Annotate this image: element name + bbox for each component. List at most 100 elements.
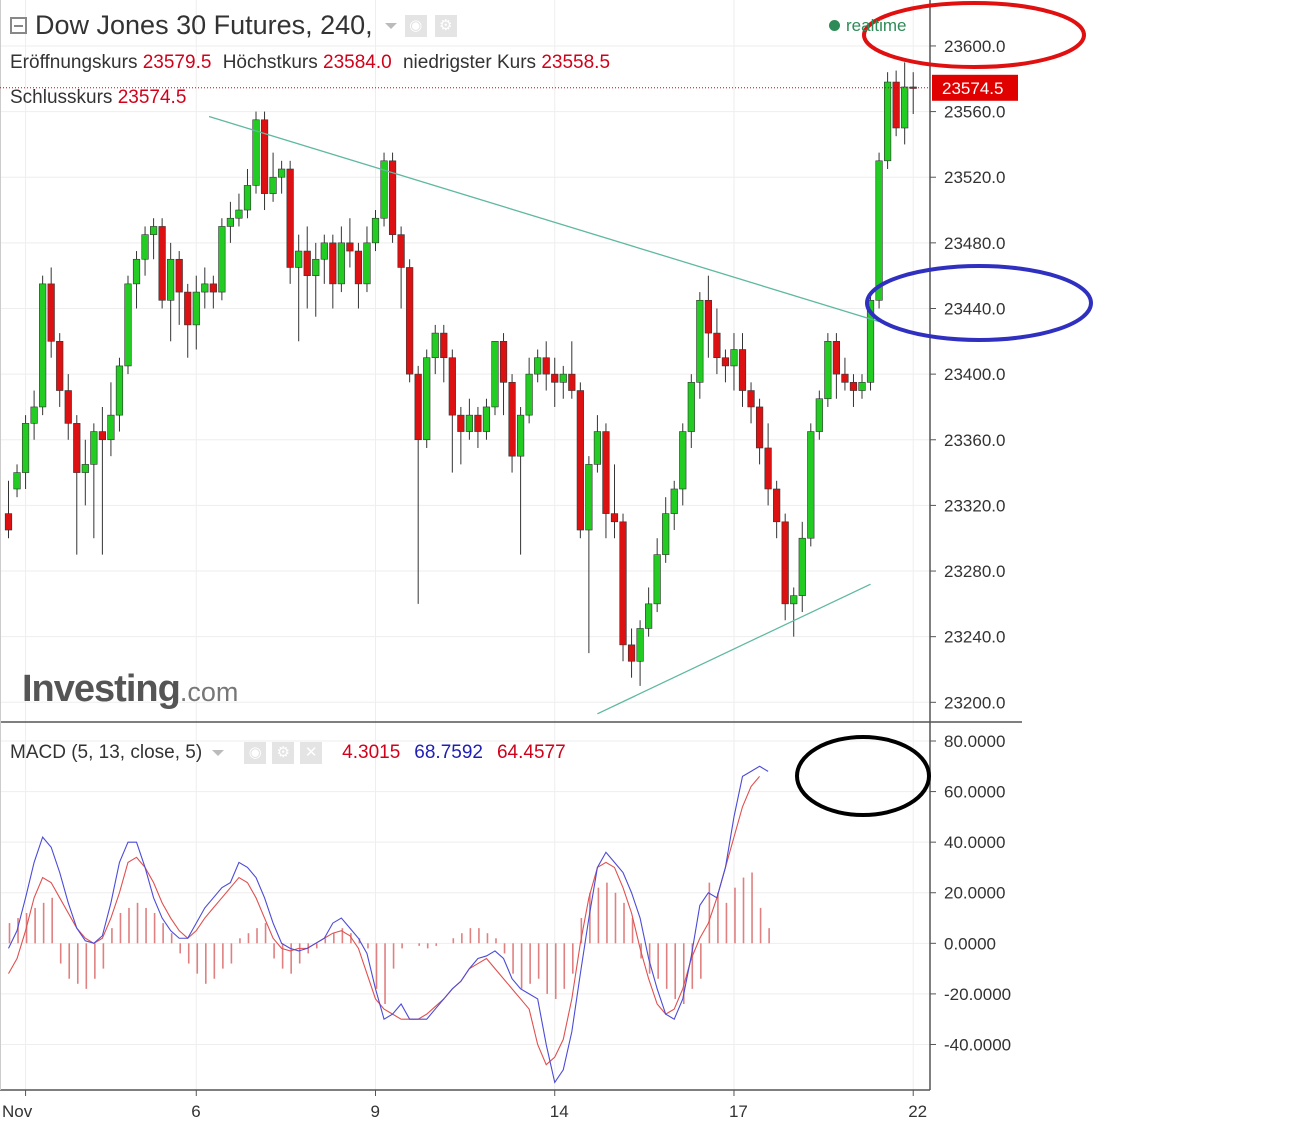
visibility-icon[interactable]: ◉ xyxy=(404,14,427,37)
candle-up xyxy=(866,299,875,383)
candle-down xyxy=(474,414,482,432)
candle-up xyxy=(516,414,525,457)
candle-down xyxy=(704,299,712,334)
macd-tick-label: 0.0000 xyxy=(944,934,996,953)
gear-icon[interactable]: ⚙ xyxy=(272,742,295,764)
trend-line xyxy=(208,115,880,323)
close-label: Schlusskurs xyxy=(10,87,113,108)
investing-logo: Investing.com xyxy=(22,668,239,710)
candle-down xyxy=(209,283,217,293)
visibility-icon[interactable]: ◉ xyxy=(244,742,267,764)
candle-up xyxy=(278,168,286,178)
macd-line-value: 68.7592 xyxy=(414,742,483,763)
annotation-ellipse-blue xyxy=(865,264,1093,342)
price-tick-label: 23240.0 xyxy=(944,628,1005,647)
macd-tick-label: 40.0000 xyxy=(944,833,1005,852)
candle-up xyxy=(645,603,653,629)
candle-up xyxy=(790,595,798,605)
candle-up xyxy=(107,414,115,441)
open-label: Eröffnungskurs xyxy=(10,52,138,73)
chevron-down-icon[interactable] xyxy=(384,22,397,29)
candle-up xyxy=(252,119,260,186)
status-dot-icon xyxy=(829,20,840,31)
candle-up xyxy=(525,373,533,416)
candle-up xyxy=(115,365,124,416)
candle-up xyxy=(13,472,21,490)
macd-label: MACD (5, 13, close, 5) xyxy=(10,742,203,763)
trend-line xyxy=(597,583,871,715)
price-tick-label: 23600.0 xyxy=(944,37,1005,56)
candle-up xyxy=(534,357,542,375)
ohlc-legend: Eröffnungskurs 23579.5 Höchstkurs 23584.… xyxy=(10,52,616,74)
candle-up xyxy=(798,537,806,596)
candle-down xyxy=(440,332,448,359)
candle-up xyxy=(81,464,89,473)
chart-title: Dow Jones 30 Futures, 240, xyxy=(35,10,373,40)
candle-down xyxy=(448,357,456,416)
candle-down xyxy=(721,357,730,367)
candle-up xyxy=(884,81,892,162)
candle-up xyxy=(687,382,695,432)
candle-up xyxy=(21,423,30,473)
time-tick-label: Nov xyxy=(2,1102,33,1121)
candle-up xyxy=(149,226,158,235)
candle-down xyxy=(610,513,619,523)
candle-up xyxy=(875,160,883,301)
macd-signal-line xyxy=(8,776,761,1066)
candle-up xyxy=(312,258,320,276)
time-tick-label: 6 xyxy=(191,1102,200,1121)
candle-down xyxy=(286,168,294,268)
time-tick-label: 14 xyxy=(550,1102,569,1121)
candle-up xyxy=(269,176,277,194)
candle-up xyxy=(235,209,243,219)
close-legend: Schlusskurs 23574.5 xyxy=(10,87,192,109)
candle-up xyxy=(380,160,388,219)
price-tick-label: 23320.0 xyxy=(944,496,1005,515)
candle-down xyxy=(508,382,516,457)
candle-down xyxy=(747,390,755,408)
candle-up xyxy=(585,464,593,531)
candle-down xyxy=(627,644,636,662)
candle-down xyxy=(568,373,576,391)
candle-up xyxy=(320,242,328,260)
chart-title-bar: Dow Jones 30 Futures, 240, ◉ ⚙ xyxy=(10,10,457,41)
macd-tick-label: 60.0000 xyxy=(944,783,1005,802)
candle-up xyxy=(824,341,832,400)
chevron-down-icon[interactable] xyxy=(212,750,225,756)
last-price-tag-label: 23574.5 xyxy=(942,79,1003,98)
candle-up xyxy=(30,406,38,424)
candle-down xyxy=(499,341,508,383)
candle-down xyxy=(64,390,72,424)
candle-down xyxy=(542,357,550,375)
candle-down xyxy=(576,390,584,531)
candle-up xyxy=(363,242,371,285)
candle-down xyxy=(184,291,192,326)
candle-up xyxy=(90,431,98,465)
candle-down xyxy=(260,119,269,194)
high-value: 23584.0 xyxy=(323,52,392,73)
candle-up xyxy=(491,341,499,408)
macd-tick-label: -40.0000 xyxy=(944,1035,1011,1054)
candle-up xyxy=(371,217,380,244)
last-price-tag xyxy=(932,74,1018,101)
candle-down xyxy=(781,521,789,605)
candle-up xyxy=(482,406,491,432)
candle-up xyxy=(295,250,303,268)
candle-down xyxy=(175,258,183,293)
time-tick-label: 9 xyxy=(371,1102,380,1121)
realtime-indicator: realtime xyxy=(829,16,906,36)
price-tick-label: 23480.0 xyxy=(944,234,1005,253)
macd-histogram-value: 4.3015 xyxy=(342,742,401,763)
gear-icon[interactable]: ⚙ xyxy=(434,14,457,37)
candle-down xyxy=(457,414,465,432)
collapse-icon[interactable] xyxy=(10,17,27,34)
candle-up xyxy=(226,217,235,227)
candle-up xyxy=(431,332,439,359)
candle-up xyxy=(423,357,431,441)
time-tick-label: 22 xyxy=(908,1102,927,1121)
candle-down xyxy=(602,431,610,514)
candle-up xyxy=(662,513,670,555)
candle-up xyxy=(679,431,687,490)
close-icon[interactable]: ✕ xyxy=(300,742,323,764)
